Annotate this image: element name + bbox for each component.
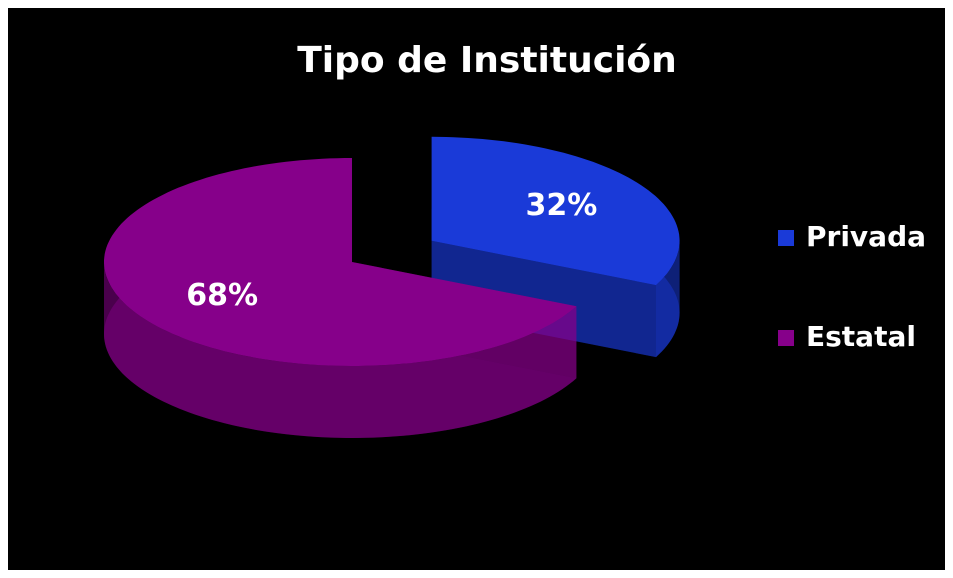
- slice: [104, 158, 577, 366]
- chart-title: Tipo de Institución: [297, 40, 677, 81]
- data-label: 32%: [525, 188, 597, 223]
- legend-swatch: [778, 330, 794, 346]
- legend-label: Estatal: [806, 320, 916, 353]
- legend-swatch: [778, 230, 794, 246]
- slice-cut-face: [431, 240, 656, 358]
- slice-side: [656, 240, 680, 358]
- data-label: 68%: [186, 278, 258, 313]
- slice-side: [104, 262, 577, 438]
- legend-label: Privada: [806, 220, 926, 253]
- slice: [431, 136, 680, 286]
